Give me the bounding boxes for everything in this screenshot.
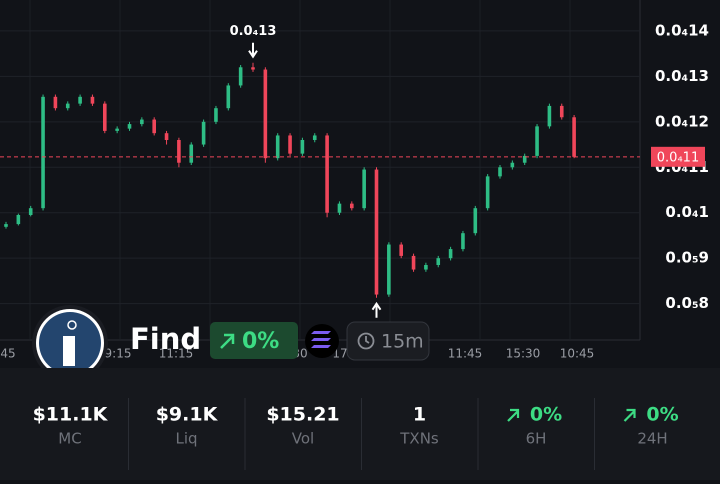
candle-body (522, 155, 527, 163)
candle-body (164, 133, 169, 140)
up-arrow-icon (220, 333, 235, 349)
candle-body (300, 140, 305, 154)
candle-body (510, 162, 515, 168)
chart-background (0, 0, 720, 368)
current-price-tag (651, 146, 705, 167)
candle-body (201, 121, 206, 145)
candle-body (535, 126, 539, 156)
candle-body (572, 117, 576, 157)
interval-button[interactable] (346, 321, 430, 361)
candle-body (473, 208, 478, 234)
token-overlay: Find 0% 15m (32, 305, 430, 381)
high-label: 0.0₄13 (230, 24, 277, 39)
x-tick-label: 10:45 (560, 347, 595, 361)
y-tick-label: 0.0₄1 (665, 203, 709, 221)
y-tick-label: 0.0₄12 (655, 112, 709, 130)
candle-body (374, 169, 379, 295)
candle-body (547, 105, 552, 127)
candle-body (424, 265, 428, 270)
stat-value: 0% (530, 404, 562, 426)
candle-body (312, 135, 317, 140)
solana-icon (311, 331, 331, 348)
candle-body (65, 103, 70, 109)
candle-body (140, 119, 144, 125)
candle-body (559, 105, 564, 118)
candle-body (53, 96, 58, 109)
candle-body (337, 203, 342, 213)
stat-label: 24H (637, 430, 667, 448)
token-name: Find (130, 322, 201, 356)
candle-body (127, 124, 132, 129)
change-badge (210, 322, 298, 359)
stat-value: $9.1K (156, 404, 219, 426)
clock-icon (365, 336, 370, 344)
candle-body (28, 208, 33, 215)
stat-value: $11.1K (33, 404, 109, 426)
candle-body (387, 244, 391, 295)
high-arrow (248, 42, 258, 59)
candle-body (350, 203, 354, 209)
y-tick-label: 0.0₄14 (655, 21, 709, 39)
candle-body (4, 224, 8, 227)
candle-body (152, 119, 156, 134)
y-tick-label: 0.0₄13 (655, 67, 709, 85)
candle-body (103, 103, 107, 131)
candle-body (485, 176, 490, 209)
y-tick-label: 0.0₅8 (665, 294, 709, 312)
x-tick-label: 9:15 (105, 347, 132, 361)
candle-body (325, 135, 329, 213)
up-arrow-icon (507, 408, 520, 422)
stat-label: Liq (175, 430, 197, 448)
candle-body (238, 67, 243, 86)
candle-body (362, 169, 366, 209)
x-tick-label: 11:45 (448, 347, 483, 361)
logo-figure (67, 320, 77, 330)
candle-body (78, 96, 82, 104)
stat-label: 6H (526, 430, 547, 448)
clock-icon (357, 332, 375, 350)
stat-value: 0% (646, 404, 678, 426)
plot: 0.0₄14 0.0₄13 0.0₄12 0.0₄11 0.0₄1 0.0₅9 0.0₅8 0… (0, 0, 709, 361)
stats-panel (0, 368, 720, 480)
candle-body (115, 128, 119, 131)
stat-label: MC (58, 430, 81, 448)
stat-label: TXNs (399, 430, 439, 448)
candle-body (498, 167, 502, 177)
candle-body (251, 67, 255, 70)
current-price-label: 0.0₄11 (657, 150, 699, 165)
up-arrow-icon (623, 408, 636, 422)
candle-body (90, 96, 95, 104)
stat-value: 1 (413, 404, 426, 426)
candle-body (226, 85, 231, 109)
x-tick-label: 11:15 (159, 347, 194, 361)
candle-body (214, 108, 218, 122)
candle-body (16, 215, 21, 225)
interval-label[interactable]: 15m (381, 331, 424, 353)
candle-body (189, 144, 194, 163)
low-arrow (371, 301, 382, 318)
stat-value: $15.21 (266, 404, 339, 426)
stats: $11.1K MC $9.1K Liq $15.21 Vol 1 TXNs 0% 6H 0% 24H (33, 398, 679, 470)
candle-body (275, 135, 280, 159)
stat-label: Vol (292, 430, 314, 448)
candle-body (41, 96, 45, 209)
x-tick-label: 45 (0, 347, 15, 361)
candle-body (177, 140, 181, 163)
candle-body (411, 255, 416, 270)
candle-body (399, 244, 403, 256)
candle-body (263, 69, 268, 159)
change-value: 0% (242, 329, 279, 354)
x-tick-label: 15:30 (506, 347, 541, 361)
candle-body (448, 249, 453, 259)
candle-body (288, 135, 292, 154)
candle-body (436, 258, 441, 265)
y-tick-label: 0.0₅9 (665, 249, 709, 267)
logo-figure (63, 336, 75, 366)
candle-body (461, 233, 465, 250)
